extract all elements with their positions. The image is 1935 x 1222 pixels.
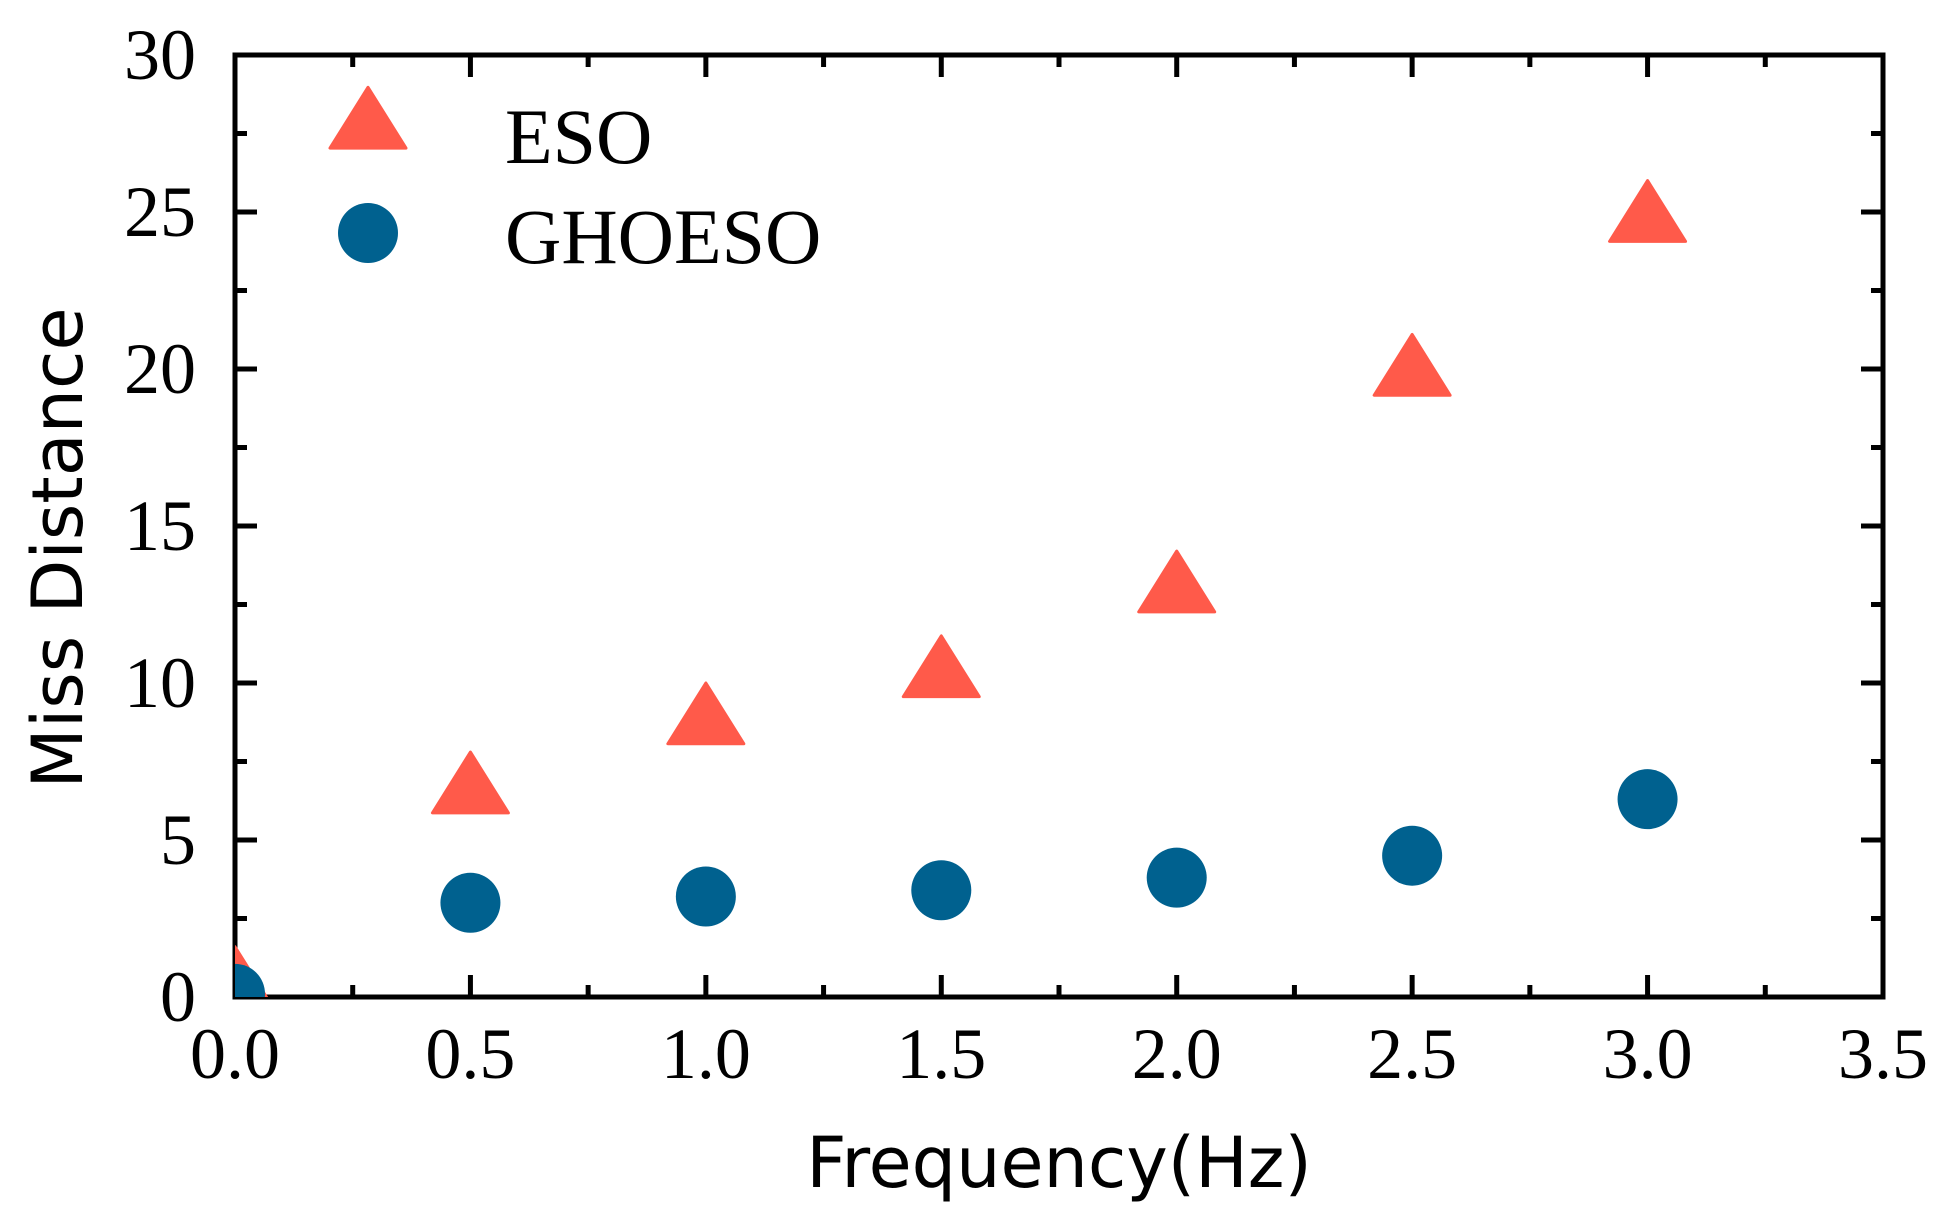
y-tick-label: 5 <box>160 800 196 880</box>
legend: ESO GHOESO <box>328 85 821 280</box>
ghoeso-point <box>235 963 265 997</box>
x-tick-label: 2.5 <box>1367 1014 1457 1094</box>
y-tick-label: 20 <box>124 329 196 409</box>
x-tick-label: 1.5 <box>896 1014 986 1094</box>
ghoeso-point <box>1382 825 1443 886</box>
y-tick-label: 25 <box>124 172 196 252</box>
y-tick-label: 30 <box>124 15 196 95</box>
x-axis-title: Frequency(Hz) <box>806 1122 1312 1204</box>
legend-ghoeso-label: GHOESO <box>505 193 821 280</box>
x-tick-label: 0.0 <box>190 1014 280 1094</box>
legend-ghoeso-marker <box>338 203 398 263</box>
legend-eso-marker <box>328 85 408 150</box>
legend-eso-label: ESO <box>505 93 652 180</box>
x-tick-label: 3.5 <box>1838 1014 1928 1094</box>
x-tick-label: 2.0 <box>1132 1014 1222 1094</box>
y-tick-label: 0 <box>160 957 196 1037</box>
eso-point <box>430 750 510 815</box>
plot-frame <box>232 52 1886 1000</box>
points-layer <box>235 179 1688 997</box>
ghoeso-point <box>1146 847 1207 908</box>
y-tick-label: 10 <box>124 643 196 723</box>
x-tick-label: 0.5 <box>425 1014 515 1094</box>
x-tick-label: 3.0 <box>1603 1014 1693 1094</box>
y-tick-label: 15 <box>124 486 196 566</box>
ghoeso-point <box>911 860 972 921</box>
ticks-layer <box>232 52 1886 1000</box>
ghoeso-point <box>1617 769 1678 830</box>
eso-point <box>1608 179 1688 243</box>
eso-point <box>1372 332 1452 397</box>
ghoeso-point <box>440 872 501 933</box>
x-tick-label: 1.0 <box>661 1014 751 1094</box>
eso-point <box>901 634 981 699</box>
tick-labels-layer: 0.0 0.5 1.0 1.5 2.0 2.5 3.0 3.5 0 5 10 15 20 25 30 <box>124 15 1928 1094</box>
ghoeso-point <box>675 866 736 927</box>
eso-point <box>666 681 746 746</box>
y-axis-title: Miss Distance <box>17 307 99 788</box>
eso-point <box>1137 549 1217 614</box>
